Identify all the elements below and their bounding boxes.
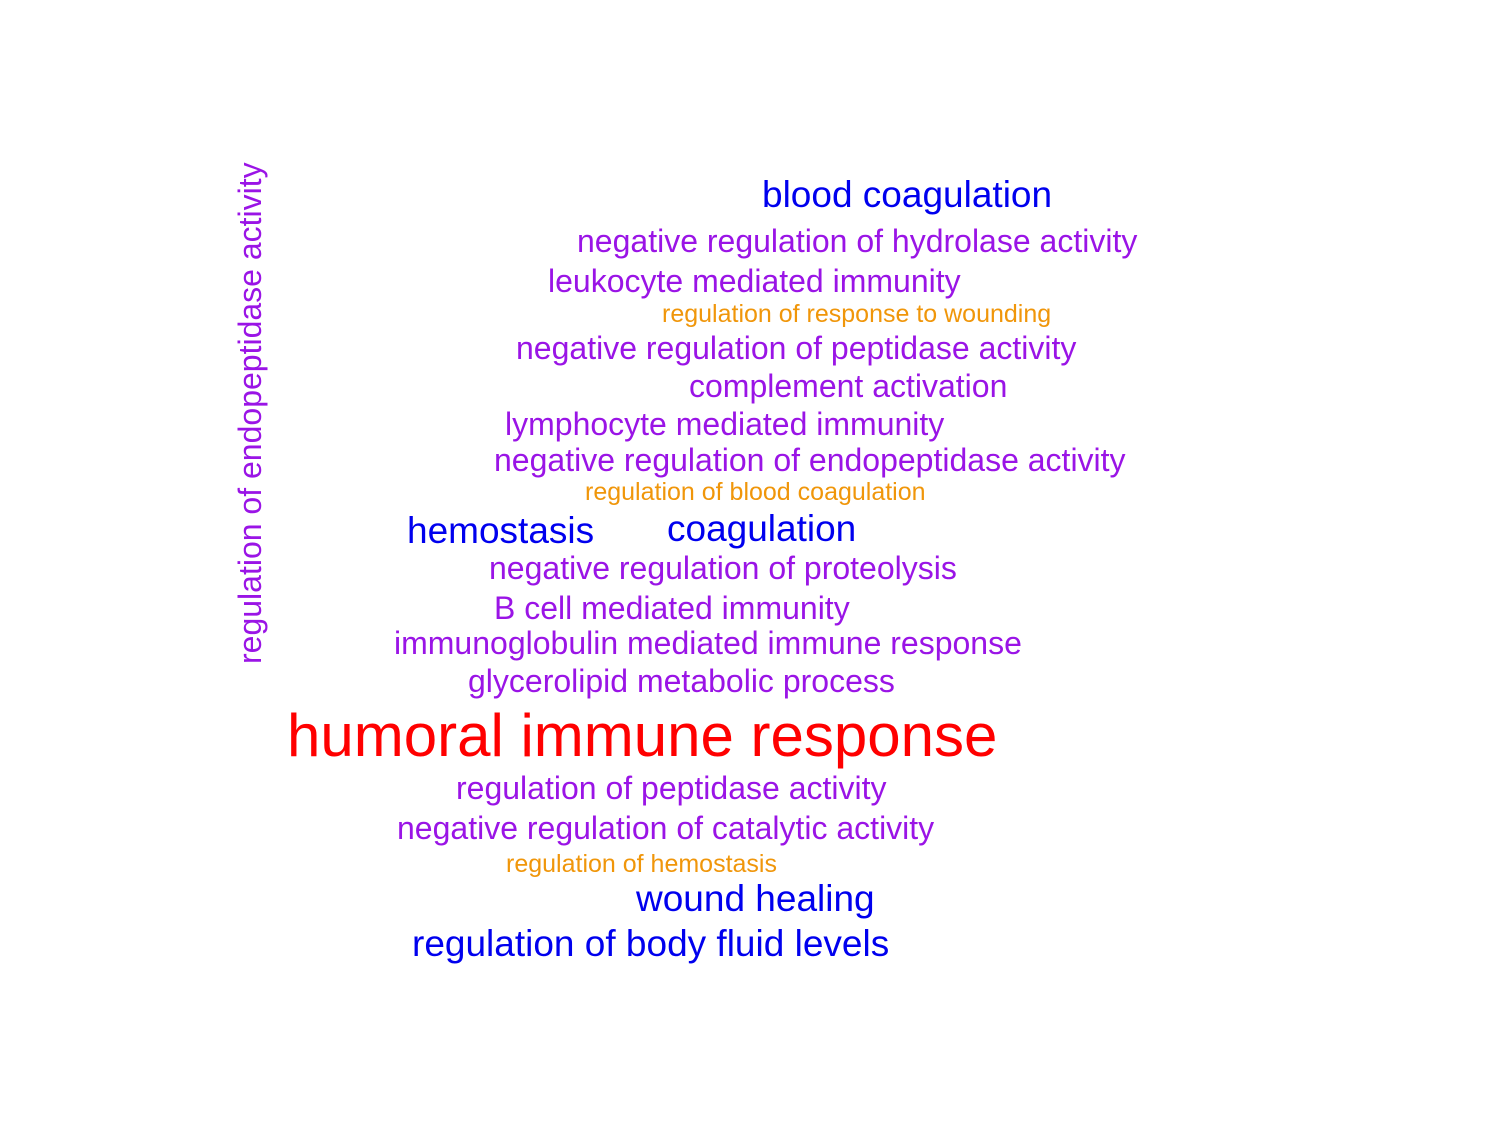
- word-regulation-of-hemostasis: regulation of hemostasis: [506, 850, 777, 878]
- word-immunoglobulin-mediated-immune-response: immunoglobulin mediated immune response: [394, 625, 1022, 661]
- word-b-cell-mediated-immunity: B cell mediated immunity: [494, 590, 850, 626]
- word-negative-regulation-of-proteolysis: negative regulation of proteolysis: [489, 550, 957, 586]
- word-blood-coagulation: blood coagulation: [762, 174, 1053, 215]
- word-leukocyte-mediated-immunity: leukocyte mediated immunity: [548, 263, 961, 299]
- word-lymphocyte-mediated-immunity: lymphocyte mediated immunity: [505, 406, 945, 442]
- word-coagulation: coagulation: [667, 508, 857, 549]
- word-complement-activation: complement activation: [689, 368, 1008, 404]
- word-negative-regulation-of-endopeptidase-activity: negative regulation of endopeptidase act…: [494, 442, 1126, 478]
- word-negative-regulation-of-peptidase-activity: negative regulation of peptidase activit…: [516, 330, 1077, 366]
- word-hemostasis: hemostasis: [407, 510, 595, 551]
- word-regulation-of-peptidase-activity: regulation of peptidase activity: [456, 770, 887, 806]
- word-humoral-immune-response: humoral immune response: [287, 702, 998, 769]
- word-negative-regulation-of-catalytic-activity: negative regulation of catalytic activit…: [397, 810, 935, 846]
- word-negative-regulation-of-hydrolase-activity: negative regulation of hydrolase activit…: [577, 223, 1138, 259]
- word-regulation-of-response-to-wounding: regulation of response to wounding: [662, 300, 1052, 328]
- word-regulation-of-body-fluid-levels: regulation of body fluid levels: [412, 923, 890, 964]
- word-regulation-of-blood-coagulation: regulation of blood coagulation: [585, 478, 926, 506]
- word-regulation-of-endopeptidase-activity: regulation of endopeptidase activity: [232, 162, 268, 664]
- word-glycerolipid-metabolic-process: glycerolipid metabolic process: [468, 663, 895, 699]
- word-wound-healing: wound healing: [636, 878, 875, 919]
